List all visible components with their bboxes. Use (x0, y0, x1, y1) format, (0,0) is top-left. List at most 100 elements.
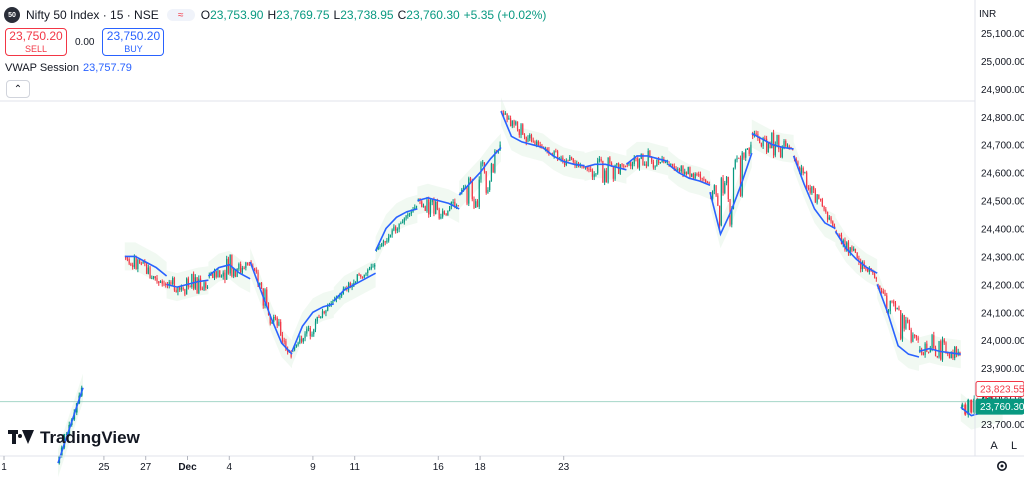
candle-body (948, 353, 951, 359)
candle-body (739, 157, 742, 196)
candle-body (452, 201, 454, 203)
time-tick-label: 1 (1, 462, 7, 473)
candle-body (955, 347, 958, 355)
candle-body (165, 283, 167, 285)
collapse-legend-button[interactable]: ⌃ (6, 80, 30, 98)
symbol-logo-badge: 50 (4, 7, 20, 23)
candle-body (973, 398, 976, 413)
candle-body (442, 211, 444, 217)
indicator-pill[interactable]: ≈ (166, 9, 195, 21)
candle-body (424, 206, 426, 211)
symbol-title[interactable]: Nifty 50 Index · 15 · NSE (26, 8, 159, 22)
candle-body (377, 246, 379, 250)
vwap-legend[interactable]: VWAP Session 23,757.79 (5, 62, 132, 74)
candle-body (515, 121, 517, 125)
plot-area[interactable] (0, 0, 975, 456)
candle-body (802, 168, 804, 174)
candle-body (811, 186, 813, 193)
log-scale-button[interactable]: L (1010, 440, 1018, 452)
candle-body (405, 215, 407, 219)
candle-body (142, 261, 144, 264)
vwap-band (584, 150, 627, 184)
candle-body (745, 149, 747, 158)
candle-body (724, 182, 726, 193)
candle-body (170, 282, 172, 285)
candle-body (698, 174, 700, 176)
candle-body (851, 247, 853, 251)
candle-body (295, 344, 297, 348)
candle-body (337, 297, 339, 299)
gear-icon[interactable] (996, 460, 1008, 475)
candle-body (846, 242, 848, 251)
candle-body (746, 148, 749, 150)
vwap-band (333, 259, 376, 316)
candle-body (705, 179, 707, 183)
price-tick-label: 23,700.00 (981, 420, 1024, 431)
time-axis[interactable]: 1 25 27 Dec 4 9 11 16 18 23 (1, 456, 570, 473)
candle-body (738, 157, 740, 159)
candle-body (233, 269, 235, 277)
spread-value: 0.00 (75, 36, 95, 48)
candle-body (967, 399, 970, 415)
candle-body (401, 222, 404, 224)
candle-body (590, 169, 592, 171)
tradingview-logo[interactable]: TradingView (8, 428, 140, 448)
candle-body (527, 138, 529, 142)
candle-body (128, 258, 130, 264)
candle-body (192, 273, 195, 289)
candle-body (931, 335, 933, 349)
vwap-value: 23,757.79 (82, 62, 132, 74)
vwap-segment (834, 230, 878, 274)
candle-body (607, 157, 609, 183)
candle-body (248, 264, 250, 266)
vwap-segment (124, 255, 168, 277)
candle-body (492, 163, 494, 173)
candle-body (520, 124, 522, 135)
candle-body (255, 270, 257, 273)
candle-body (513, 120, 515, 125)
currency-label[interactable]: INR (979, 9, 997, 20)
candle-body (952, 352, 954, 359)
candle-body (191, 273, 193, 288)
candle-body (854, 248, 857, 253)
sell-button[interactable]: 23,750.20 SELL (5, 28, 67, 56)
candle-body (720, 178, 722, 226)
candle-body (313, 329, 315, 335)
candle-body (717, 195, 719, 206)
candle-body (325, 310, 327, 314)
candle-body (597, 160, 599, 174)
candle-body (774, 144, 776, 156)
candle-body (708, 182, 710, 184)
candle-body (563, 160, 566, 166)
candle-body (861, 262, 864, 270)
candle-body (905, 319, 907, 329)
candle-body (631, 163, 634, 167)
candle-body (297, 342, 299, 345)
auto-scale-button[interactable]: A (990, 440, 998, 452)
candle-body (523, 134, 526, 137)
price-labels: 23,823.55 23,760.30 (975, 380, 1024, 415)
candle-body (271, 321, 273, 324)
symbol-header[interactable]: 50 Nifty 50 Index · 15 · NSE ≈ O 23,753.9… (4, 6, 546, 24)
open-key: O (200, 8, 211, 22)
candle-body (842, 240, 844, 245)
candle-body (781, 147, 783, 158)
candle-body (934, 347, 937, 356)
price-axis[interactable]: 25,100.00 25,000.00 24,900.00 24,800.00 24,7… (981, 29, 1024, 431)
time-tick-label: 16 (433, 462, 445, 473)
candle-body (384, 241, 386, 243)
candle-body (130, 263, 132, 266)
candle-body (605, 170, 607, 183)
candle-body (853, 248, 855, 251)
candle-body (323, 311, 325, 314)
candle-body (145, 263, 148, 274)
candle-body (912, 334, 914, 342)
buy-button[interactable]: 23,750.20 BUY (102, 28, 165, 56)
candle-body (570, 156, 573, 159)
market-status-indicator[interactable]: ≈ (166, 9, 195, 21)
vwap-segment (792, 155, 836, 230)
candle-body (180, 287, 183, 290)
time-tick-label: 11 (350, 462, 361, 473)
candle-body (506, 113, 508, 120)
